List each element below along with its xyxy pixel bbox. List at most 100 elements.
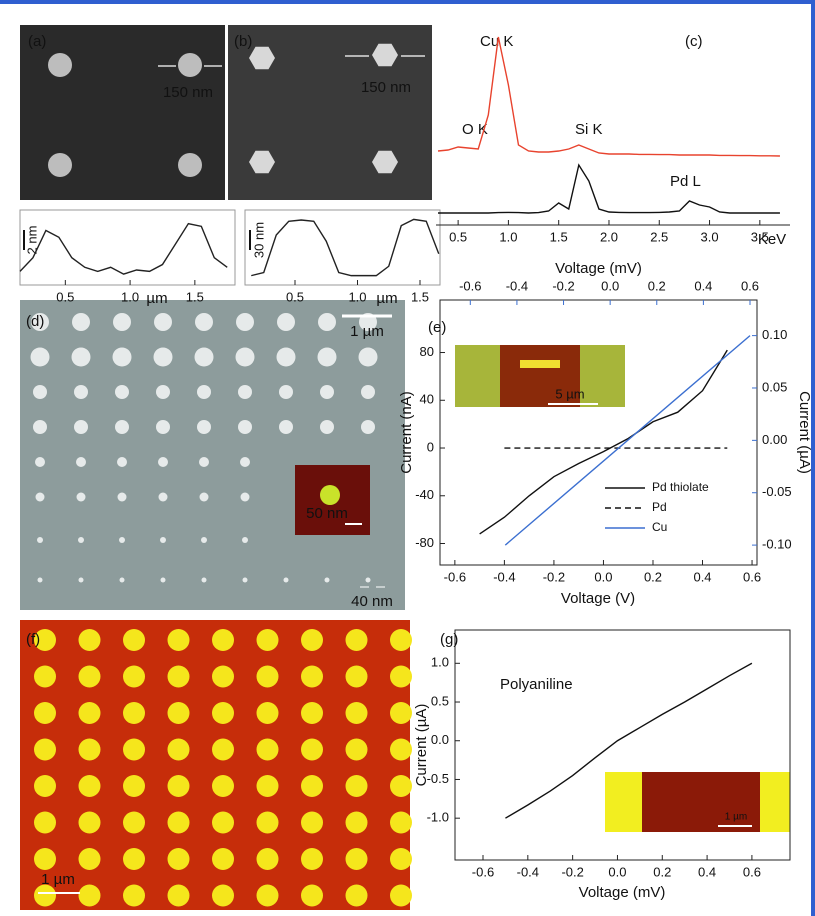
particle	[301, 629, 323, 651]
x-tick-label: 0.5	[286, 289, 304, 304]
y-tick-label: 40	[420, 392, 434, 407]
y-tick-label: 0.0	[431, 732, 449, 747]
particle	[390, 702, 412, 724]
x-tick-label: -0.4	[493, 569, 515, 584]
particle	[168, 848, 190, 870]
panel-label: (a)	[28, 33, 46, 50]
y2-tick-label: 0.00	[762, 432, 787, 447]
y2-axis-label: Current (µA)	[796, 391, 813, 474]
particle	[212, 629, 234, 651]
y-tick-label: -40	[415, 487, 434, 502]
series-line	[251, 219, 439, 275]
scale-label: 1 µm	[350, 323, 384, 340]
annotation: Si K	[575, 121, 603, 138]
x2-tick-label: -0.6	[459, 278, 481, 293]
particle	[123, 666, 145, 688]
particle	[33, 420, 47, 434]
legend-label: Cu	[652, 520, 667, 534]
particle	[79, 775, 101, 797]
legend-label: Pd thiolate	[652, 480, 709, 494]
particle	[48, 153, 72, 177]
particle	[320, 420, 334, 434]
x-axis-label: KeV	[758, 231, 786, 248]
panel-label: (c)	[685, 33, 703, 50]
particle	[79, 702, 101, 724]
annotation: Polyaniline	[500, 676, 573, 693]
particle	[79, 848, 101, 870]
x-tick-label: -0.2	[561, 864, 583, 879]
panel-label: (b)	[234, 33, 252, 50]
x-tick-label: 1.5	[550, 229, 568, 244]
particle	[212, 666, 234, 688]
y-tick-label: 0.5	[431, 693, 449, 708]
particle	[123, 885, 145, 907]
particle	[257, 629, 279, 651]
particle	[113, 348, 132, 367]
inset-scale-label: 5 µm	[555, 386, 584, 401]
particle	[257, 848, 279, 870]
y2-tick-label: -0.05	[762, 484, 792, 499]
x-axis-label: Voltage (V)	[561, 590, 635, 607]
particle	[359, 348, 378, 367]
particle	[301, 702, 323, 724]
x-tick-label: -0.2	[543, 569, 565, 584]
particle	[168, 775, 190, 797]
particle	[212, 885, 234, 907]
particle	[390, 775, 412, 797]
particle	[123, 739, 145, 761]
particle	[79, 666, 101, 688]
particle	[154, 348, 173, 367]
particle	[212, 702, 234, 724]
particle	[301, 775, 323, 797]
particle	[79, 739, 101, 761]
legend-label: Pd	[652, 500, 667, 514]
top-border	[0, 0, 815, 4]
inset-gap	[642, 772, 760, 832]
x-tick-label: 0.2	[644, 569, 662, 584]
x-tick-label: 0.6	[743, 569, 761, 584]
x-tick-label: 0.2	[653, 864, 671, 879]
particle	[34, 666, 56, 688]
series-line	[20, 224, 227, 274]
x-tick-label: 0.4	[693, 569, 711, 584]
particle	[123, 812, 145, 834]
y2-tick-label: 0.10	[762, 327, 787, 342]
particle	[212, 739, 234, 761]
x-tick-label: 2.0	[600, 229, 618, 244]
particle	[77, 493, 86, 502]
panel-label: (g)	[440, 631, 458, 648]
particle	[197, 420, 211, 434]
particle	[161, 578, 166, 583]
y2-tick-label: -0.10	[762, 537, 792, 552]
series-line	[438, 165, 780, 213]
page: { "images": [ {"label": "(a)", "scale": …	[0, 0, 815, 916]
particle	[238, 420, 252, 434]
inset-dot	[320, 485, 340, 505]
particle	[257, 812, 279, 834]
x2-tick-label: 0.0	[601, 278, 619, 293]
particle	[154, 313, 172, 331]
particle	[346, 702, 368, 724]
figure: (a)150 nm(b)150 nm(d)1 µm50 nm40 nm(f)1 …	[0, 0, 815, 916]
x-tick-label: -0.6	[444, 569, 466, 584]
particle	[195, 313, 213, 331]
x-tick-label: 1.0	[348, 289, 366, 304]
x2-tick-label: 0.4	[694, 278, 712, 293]
particle	[277, 348, 296, 367]
particle	[78, 537, 84, 543]
particle	[202, 578, 207, 583]
particle	[48, 53, 72, 77]
inset-electrode	[520, 360, 560, 368]
particle	[390, 629, 412, 651]
particle	[34, 739, 56, 761]
particle	[118, 493, 127, 502]
particle	[257, 739, 279, 761]
panel-label: (e)	[428, 319, 446, 336]
panel-label: (d)	[26, 313, 44, 330]
x-tick-label: 0.0	[594, 569, 612, 584]
particle	[390, 666, 412, 688]
y-tick-label: 80	[420, 344, 434, 359]
inset-scale-label: 50 nm	[306, 505, 348, 522]
particle	[35, 457, 45, 467]
particle	[238, 385, 252, 399]
